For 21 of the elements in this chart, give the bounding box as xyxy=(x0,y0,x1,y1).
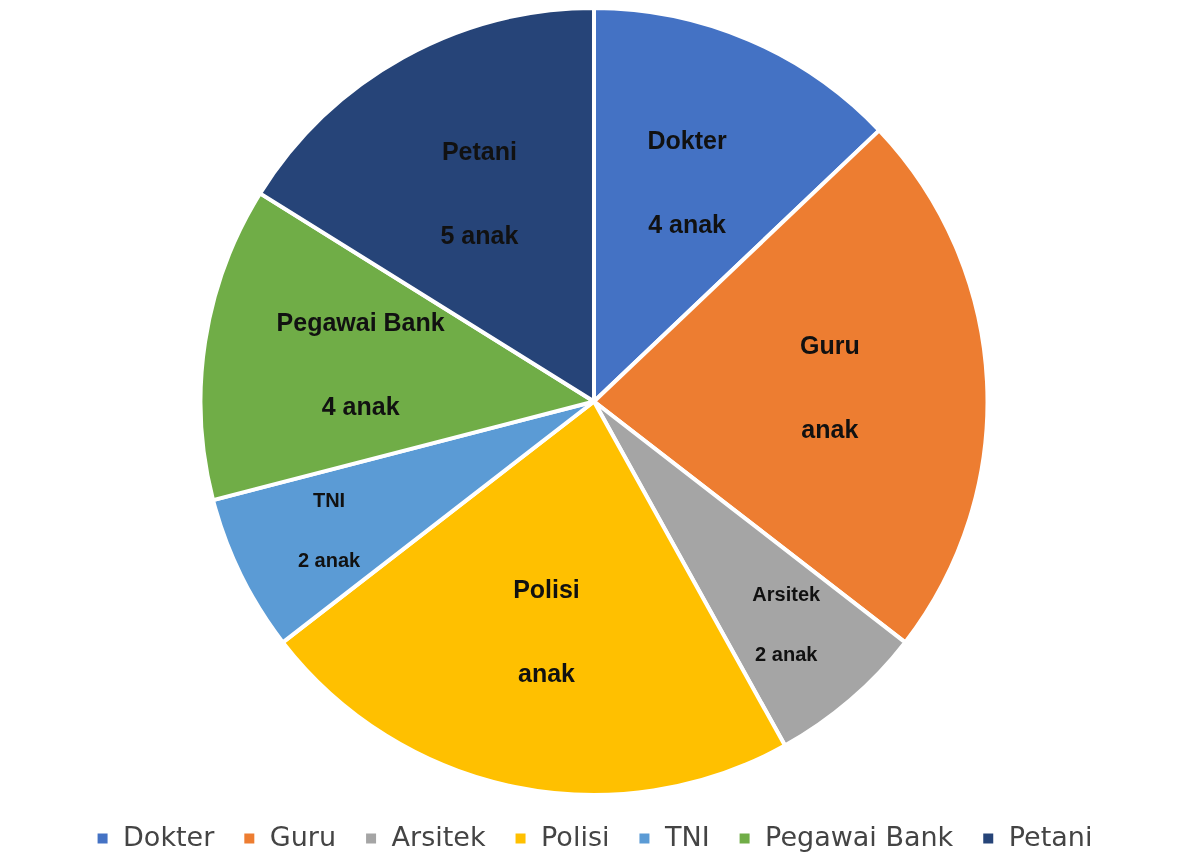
data-label: anak xyxy=(517,658,576,687)
legend-label: Arsitek xyxy=(391,820,486,852)
slice-label: Petani xyxy=(441,136,517,165)
legend-label: TNI xyxy=(663,820,710,852)
legend-label: Guru xyxy=(269,820,337,852)
slice-label: Dokter xyxy=(647,126,727,155)
data-label: 4 anak xyxy=(321,391,400,420)
data-label: 2 anak xyxy=(755,642,819,665)
slice-label: Pegawai Bank xyxy=(276,307,445,336)
legend-label: Dokter xyxy=(123,820,216,852)
slice-label: Arsitek xyxy=(752,582,822,605)
legend-label: Polisi xyxy=(541,820,610,852)
slice-label: Guru xyxy=(799,331,860,360)
legend-label: Petani xyxy=(1008,820,1093,852)
data-label: 4 anak xyxy=(648,210,727,239)
slice-label: Polisi xyxy=(513,574,580,603)
slice-label: TNI xyxy=(312,488,346,511)
data-label: 2 anak xyxy=(297,548,362,571)
data-label: anak xyxy=(801,415,859,444)
data-label: 5 anak xyxy=(440,220,519,249)
legend-label: Pegawai Bank xyxy=(765,820,954,852)
